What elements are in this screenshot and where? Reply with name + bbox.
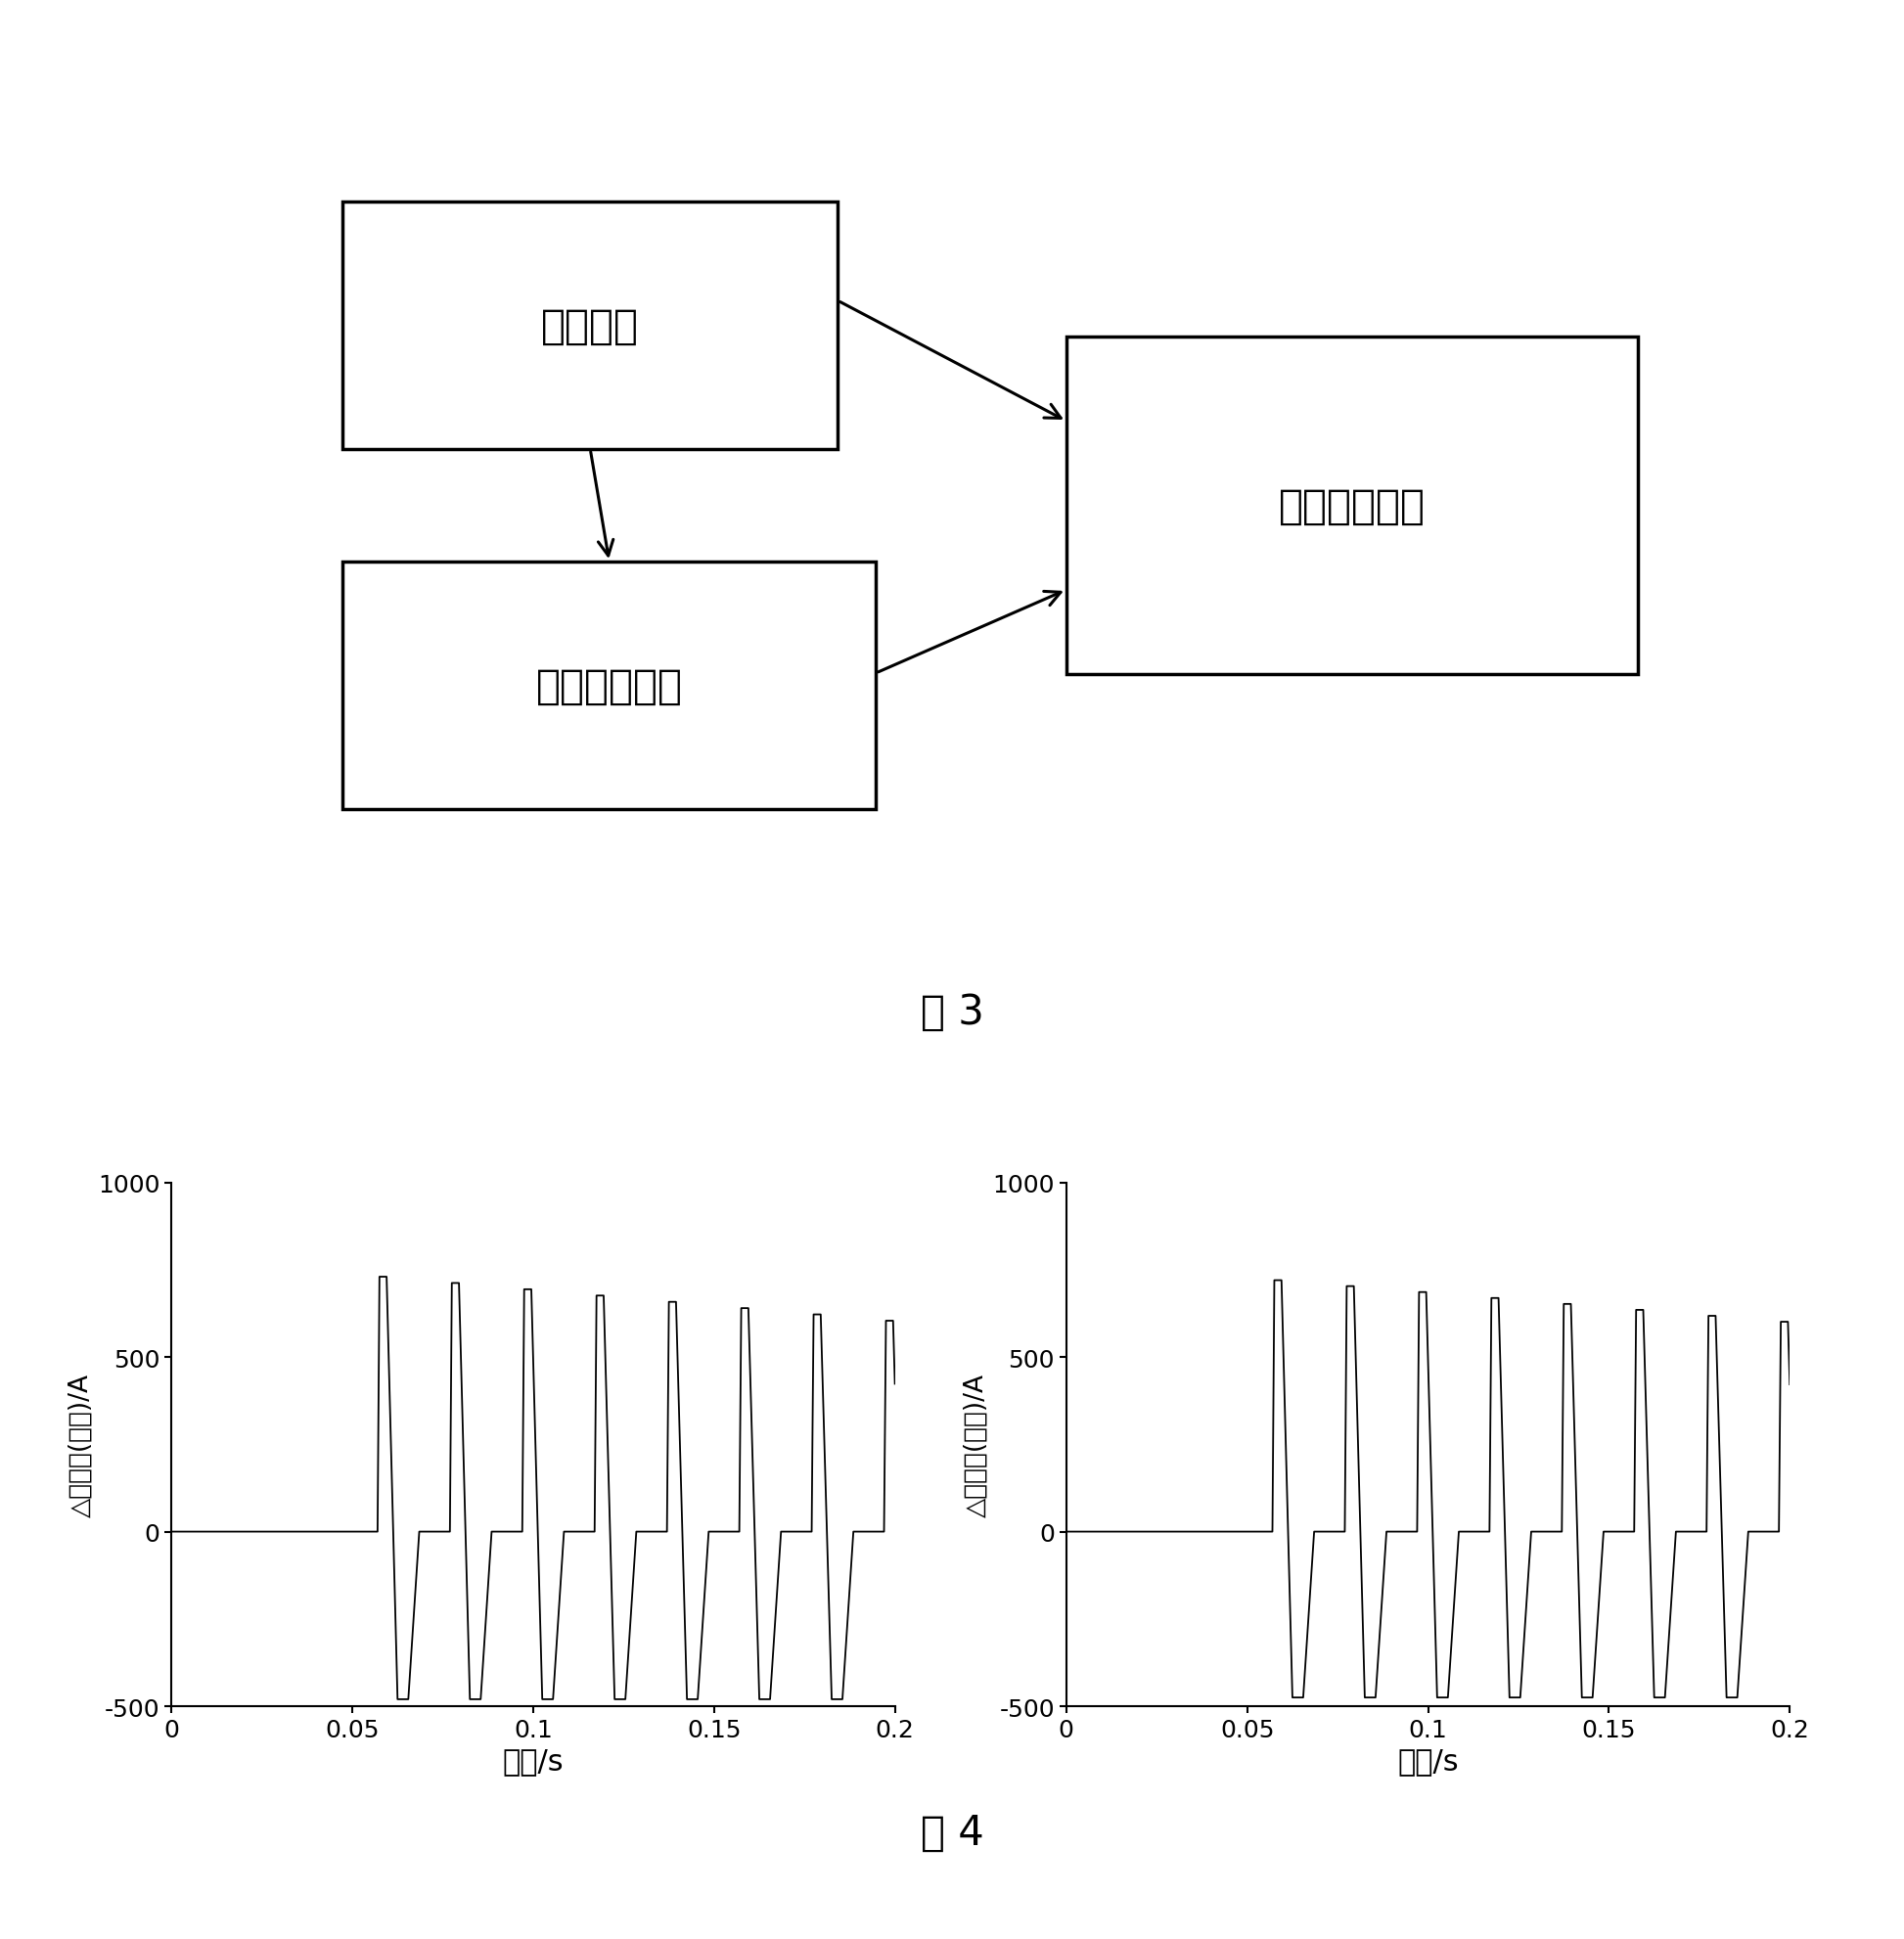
Text: 环流计算模块: 环流计算模块 <box>1278 485 1426 527</box>
Bar <box>343 562 876 811</box>
Text: 图 3: 图 3 <box>920 991 984 1033</box>
X-axis label: 时间/s: 时间/s <box>503 1747 564 1774</box>
Text: 获取模块: 获取模块 <box>541 306 640 347</box>
Bar <box>343 202 838 450</box>
Y-axis label: △侧环流(测量)/A: △侧环流(测量)/A <box>69 1373 93 1516</box>
X-axis label: 时间/s: 时间/s <box>1398 1747 1458 1774</box>
Bar <box>1066 337 1637 675</box>
Text: 电压计算模块: 电压计算模块 <box>535 665 684 706</box>
Text: 图 4: 图 4 <box>920 1811 984 1854</box>
Y-axis label: △侧环流(计算)/A: △侧环流(计算)/A <box>963 1373 988 1516</box>
